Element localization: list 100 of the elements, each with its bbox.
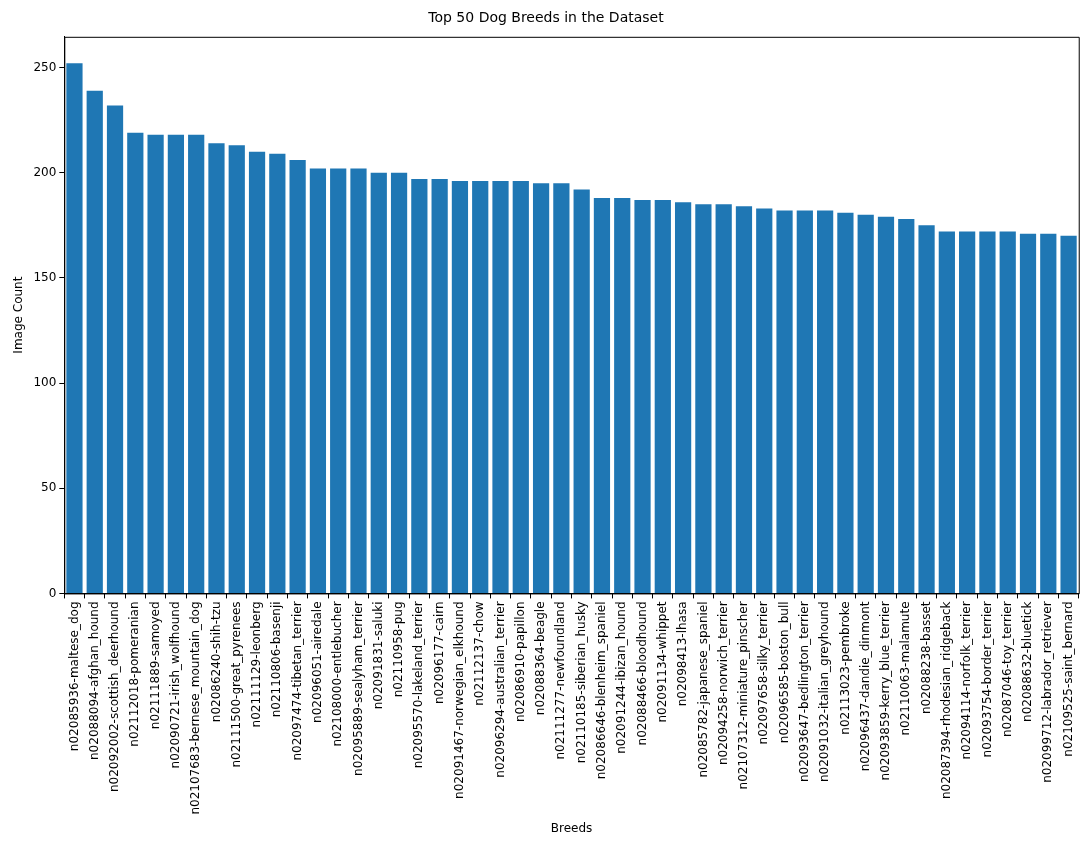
bar [1060, 235, 1077, 593]
x-tick-label: n02112137-chow [472, 601, 487, 706]
x-tick-label: n02098413-lhasa [675, 601, 690, 707]
x-tick-label: n02112018-pomeranian [127, 601, 142, 747]
bar [938, 231, 955, 593]
x-tick-label: n02092002-scottish_deerhound [107, 601, 122, 793]
x-tick-label: n02091467-norwegian_elkhound [452, 601, 467, 799]
bar [776, 210, 793, 593]
x-tick-label: n02107683-bernese_mountain_dog [188, 601, 203, 815]
x-tick-label: n02111500-great_pyrenees [228, 601, 243, 768]
x-tick-label: n02097658-silky_terrier [756, 601, 771, 745]
bar [532, 183, 550, 593]
bar [127, 132, 144, 593]
x-tick-label: n02096294-australian_terrier [492, 601, 507, 778]
x-tick-label: n02095570-lakeland_terrier [411, 601, 426, 769]
x-tick-label: n02090721-irish_wolfhound [168, 601, 183, 769]
bar [979, 231, 996, 593]
bar [431, 179, 448, 593]
bar [999, 231, 1016, 593]
bar [715, 204, 732, 593]
bar [228, 145, 245, 593]
x-tick-label: n02095889-sealyham_terrier [350, 601, 365, 776]
x-tick-label: n02110806-basenji [269, 601, 284, 718]
x-tick-label: n02096437-dandie_dinmont [857, 601, 872, 772]
x-tick-label: n02110958-pug [391, 601, 406, 698]
bar [330, 168, 347, 593]
bar [390, 172, 408, 593]
x-tick-label: n02087046-toy_terrier [999, 601, 1014, 737]
bar [959, 231, 976, 593]
bar [309, 168, 327, 593]
x-tick-label: n02093754-border_terrier [979, 601, 994, 758]
y-tick-label: 0 [48, 585, 57, 600]
bar [248, 151, 266, 593]
x-tick-label: n02094114-norfolk_terrier [959, 601, 974, 760]
x-tick-label: n02113023-pembroke [837, 601, 852, 735]
bar [918, 225, 935, 593]
chart-title: Top 50 Dog Breeds in the Dataset [427, 9, 665, 26]
x-tick-label: n02091032-italian_greyhound [817, 601, 832, 783]
x-tick-label: n02088364-beagle [533, 601, 548, 716]
x-tick-label: n02096177-cairn [431, 601, 446, 705]
bar [796, 210, 813, 593]
x-tick-label: n02093859-kerry_blue_terrier [878, 601, 893, 781]
bar [553, 183, 570, 593]
bar [411, 179, 428, 593]
x-tick-label: n02107312-miniature_pinscher [736, 601, 751, 790]
x-tick-label: n02085782-japanese_spaniel [695, 601, 710, 778]
y-tick-label: 50 [41, 480, 57, 495]
x-tick-label: n02091831-saluki [370, 601, 385, 710]
bar [695, 204, 712, 593]
x-tick-label: n02088094-afghan_hound [86, 601, 101, 760]
bar [1019, 233, 1037, 593]
bar [654, 200, 671, 593]
bar [756, 208, 773, 593]
bar [857, 214, 874, 593]
x-tick-label: n02088466-bloodhound [634, 601, 649, 746]
bar [472, 181, 489, 593]
bar [837, 212, 854, 593]
bar [66, 63, 83, 593]
bar [817, 210, 834, 593]
bar [634, 200, 651, 593]
x-tick-label: n02097474-tibetan_terrier [289, 601, 304, 761]
x-axis-title: Breeds [550, 820, 593, 835]
x-tick-label: n02091244-ibizan_hound [614, 601, 629, 754]
bar [1040, 233, 1057, 593]
bar [573, 189, 590, 593]
bar [269, 153, 286, 593]
x-tick-label: n02111277-newfoundland [553, 601, 568, 760]
x-tick-label: n02088632-bluetick [1020, 601, 1035, 722]
y-tick-label: 250 [33, 59, 57, 74]
bar [674, 202, 692, 593]
bar [898, 218, 915, 593]
y-tick-label: 100 [33, 375, 57, 390]
x-tick-label: n02110185-siberian_husky [573, 601, 588, 764]
bar [614, 197, 631, 593]
x-tick-label: n02096585-boston_bull [776, 601, 791, 744]
bar [451, 181, 469, 593]
bar [208, 143, 225, 593]
x-tick-label: n02109525-saint_bernard [1060, 601, 1075, 757]
x-tick-label: n02094258-norwich_terrier [715, 601, 730, 766]
x-tick-label: n02086646-blenheim_spaniel [594, 601, 609, 780]
y-tick-label: 200 [33, 164, 57, 179]
x-tick-label: n02108000-entlebucher [330, 601, 345, 747]
x-tick-label: n02086910-papillon [512, 601, 527, 722]
x-tick-label: n02096051-airedale [310, 601, 325, 723]
bar [289, 160, 306, 593]
bar [370, 172, 387, 593]
bar [877, 216, 895, 593]
x-tick-label: n02086240-shih-tzu [208, 601, 223, 723]
x-tick-label: n02111129-leonberg [249, 601, 264, 728]
x-tick-label: n02099712-labrador_retriever [1040, 601, 1055, 783]
bar [86, 90, 103, 593]
x-tick-label: n02087394-rhodesian_ridgeback [938, 601, 953, 800]
bar [593, 197, 611, 593]
bar [512, 181, 529, 593]
bar [350, 168, 367, 593]
bar [167, 134, 185, 593]
bar [492, 181, 509, 593]
bar [735, 206, 753, 593]
x-tick-label: n02088238-basset [918, 601, 933, 714]
y-axis-title: Image Count [11, 276, 26, 354]
